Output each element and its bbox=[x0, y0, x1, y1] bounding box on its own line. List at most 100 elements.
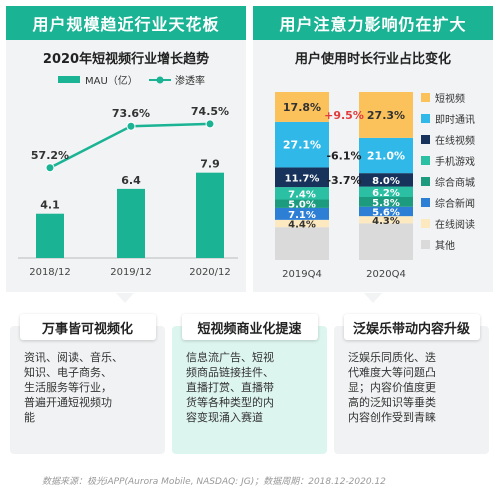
share-chart-title: 用户使用时长行业占比变化 bbox=[294, 52, 451, 67]
legend-label: 其他 bbox=[435, 239, 455, 252]
card-line: 知识、电子商务、 bbox=[24, 366, 112, 379]
bar-label-mau: 7.9 bbox=[200, 158, 220, 171]
card-line: 频商品链接挂件、 bbox=[186, 366, 274, 379]
card-line: 内容创作受到青睐 bbox=[348, 411, 436, 424]
change-label: +9.5% bbox=[324, 109, 364, 122]
card-line: 资讯、阅读、音乐、 bbox=[24, 351, 123, 364]
stack-segment bbox=[359, 137, 413, 174]
stack-segment bbox=[275, 207, 329, 220]
x-tick-label: 2018/12 bbox=[29, 267, 71, 278]
card-line: 能 bbox=[24, 411, 35, 424]
legend-swatch bbox=[421, 219, 430, 228]
legend-swatch bbox=[421, 156, 430, 165]
segment-label: 11.7% bbox=[285, 173, 320, 184]
card-body: 信息流广告、短视 频商品链接挂件、 直播打赏、直播带 货等各种类型的内 容变现涌… bbox=[172, 340, 327, 425]
card-title: 短视频商业化提速 bbox=[181, 314, 318, 340]
segment-label: 21.0% bbox=[367, 150, 405, 163]
growth-chart: MAU（亿） 渗透率 4.1 2018/12 6.4 2019/12 7.9 2020/12 5… bbox=[18, 74, 238, 278]
bar-label-mau: 6.4 bbox=[121, 174, 141, 187]
penetration-point bbox=[126, 121, 136, 131]
penetration-label: 57.2% bbox=[31, 149, 69, 162]
card-line: 显；内容价值度更 bbox=[348, 381, 436, 394]
penetration-point bbox=[45, 163, 55, 173]
legend-label-penetration: 渗透率 bbox=[175, 74, 205, 87]
stack-segment bbox=[359, 223, 413, 260]
card-line: 普遍开通短视频功 bbox=[24, 396, 112, 409]
legend-label: 即时通讯 bbox=[435, 114, 475, 126]
legend-swatch bbox=[421, 177, 430, 186]
source-footnote: 数据来源：极光iAPP(Aurora Mobile, NASDAQ: JG)；数… bbox=[42, 477, 386, 487]
card-line: 生活服务等行业， bbox=[24, 381, 112, 394]
stack-segment bbox=[275, 92, 329, 122]
stack-segment bbox=[359, 216, 413, 224]
stack-segment bbox=[275, 219, 329, 228]
segment-label: 6.2% bbox=[372, 188, 400, 199]
left-banner: 用户规模趋近行业天花板 bbox=[6, 6, 246, 40]
card-title: 泛娱乐带动内容升级 bbox=[343, 314, 480, 340]
legend-swatch-mau bbox=[58, 76, 80, 83]
card-body: 资讯、阅读、音乐、 知识、电子商务、 生活服务等行业， 普遍开通短视频功 能 bbox=[10, 340, 165, 425]
segment-label: 7.4% bbox=[288, 189, 316, 200]
bar-mau bbox=[36, 213, 64, 258]
segment-label: 5.6% bbox=[372, 207, 400, 218]
change-label: -6.1% bbox=[326, 150, 361, 163]
segment-label: 27.1% bbox=[283, 139, 321, 152]
growth-chart-title: 2020年短视频行业增长趋势 bbox=[42, 52, 210, 67]
card-line: 泛娱乐同质化、迭 bbox=[348, 351, 436, 364]
x-tick-label: 2019Q4 bbox=[282, 269, 322, 280]
stack-segment bbox=[359, 92, 413, 138]
stack-segment bbox=[275, 121, 329, 168]
segment-label: 8.0% bbox=[372, 176, 400, 187]
left-panel-arrow bbox=[116, 293, 134, 303]
right-panel: 用户注意力影响仍在扩大 用户使用时长行业占比变化 4.4% 7.1% 5.0% 7.4… bbox=[253, 6, 493, 292]
card-line: 货等各种类型的内 bbox=[186, 396, 274, 409]
card-commercialization: 短视频商业化提速 信息流广告、短视 频商品链接挂件、 直播打赏、直播带 货等各种… bbox=[172, 314, 327, 454]
segment-label: 7.1% bbox=[288, 210, 316, 221]
penetration-point bbox=[205, 119, 215, 129]
penetration-label: 74.5% bbox=[191, 105, 229, 118]
segment-label: 4.4% bbox=[288, 220, 316, 231]
x-tick-label: 2019/12 bbox=[110, 267, 152, 278]
card-line: 直播打赏、直播带 bbox=[186, 381, 274, 394]
card-content-upgrade: 泛娱乐带动内容升级 泛娱乐同质化、迭 代难度大等问题凸 显；内容价值度更 高的泛… bbox=[334, 314, 489, 454]
legend-swatch bbox=[421, 135, 430, 144]
left-panel: 用户规模趋近行业天花板 2020年短视频行业增长趋势 MAU（亿） 渗透率 4.1 2… bbox=[6, 6, 246, 292]
legend-label-mau: MAU（亿） bbox=[85, 74, 138, 87]
legend-swatch bbox=[421, 93, 430, 102]
stack-segment bbox=[275, 199, 329, 208]
bar-mau bbox=[117, 188, 145, 258]
legend-swatch bbox=[421, 240, 430, 249]
card-body: 泛娱乐同质化、迭 代难度大等问题凸 显；内容价值度更 高的泛知识等垂类 内容创作… bbox=[334, 340, 489, 425]
card-line: 容变现涌入赛道 bbox=[186, 411, 263, 424]
legend-marker-penetration bbox=[156, 76, 164, 84]
x-tick-label: 2020Q4 bbox=[366, 269, 406, 280]
card-line: 信息流广告、短视 bbox=[186, 351, 274, 364]
legend-label: 在线阅读 bbox=[435, 218, 475, 231]
segment-label: 5.8% bbox=[372, 198, 400, 209]
stack-segment bbox=[275, 167, 329, 188]
card-line: 代难度大等问题凸 bbox=[348, 366, 436, 379]
legend-swatch bbox=[421, 114, 430, 123]
card-line: 高的泛知识等垂类 bbox=[348, 396, 436, 409]
legend-label: 短视频 bbox=[435, 92, 465, 105]
bar-label-mau: 4.1 bbox=[40, 199, 60, 212]
right-banner: 用户注意力影响仍在扩大 bbox=[253, 6, 493, 40]
segment-label: 27.3% bbox=[367, 109, 405, 122]
segment-label: 4.3% bbox=[372, 216, 400, 227]
right-panel-arrow bbox=[364, 293, 382, 303]
legend-label: 在线视频 bbox=[435, 134, 475, 147]
segment-label: 5.0% bbox=[288, 200, 316, 211]
x-tick-label: 2020/12 bbox=[189, 267, 231, 278]
bar-mau bbox=[196, 172, 224, 258]
share-chart: 4.4%7.1%5.0%7.4% 11.7% 27.1% 17.8% 2019Q4 4.3… bbox=[275, 92, 475, 280]
stack-segment bbox=[359, 173, 413, 187]
change-label: -3.7% bbox=[326, 174, 361, 187]
stack-segment bbox=[359, 206, 413, 217]
legend-label: 综合商城 bbox=[435, 176, 475, 189]
segment-label: 17.8% bbox=[283, 101, 321, 114]
card-video-everything: 万事皆可视频化 资讯、阅读、音乐、 知识、电子商务、 生活服务等行业， 普遍开通… bbox=[10, 314, 165, 454]
card-title: 万事皆可视频化 bbox=[19, 314, 156, 340]
penetration-label: 73.6% bbox=[112, 107, 150, 120]
legend-label: 手机游戏 bbox=[435, 155, 475, 168]
stack-segment bbox=[275, 187, 329, 200]
